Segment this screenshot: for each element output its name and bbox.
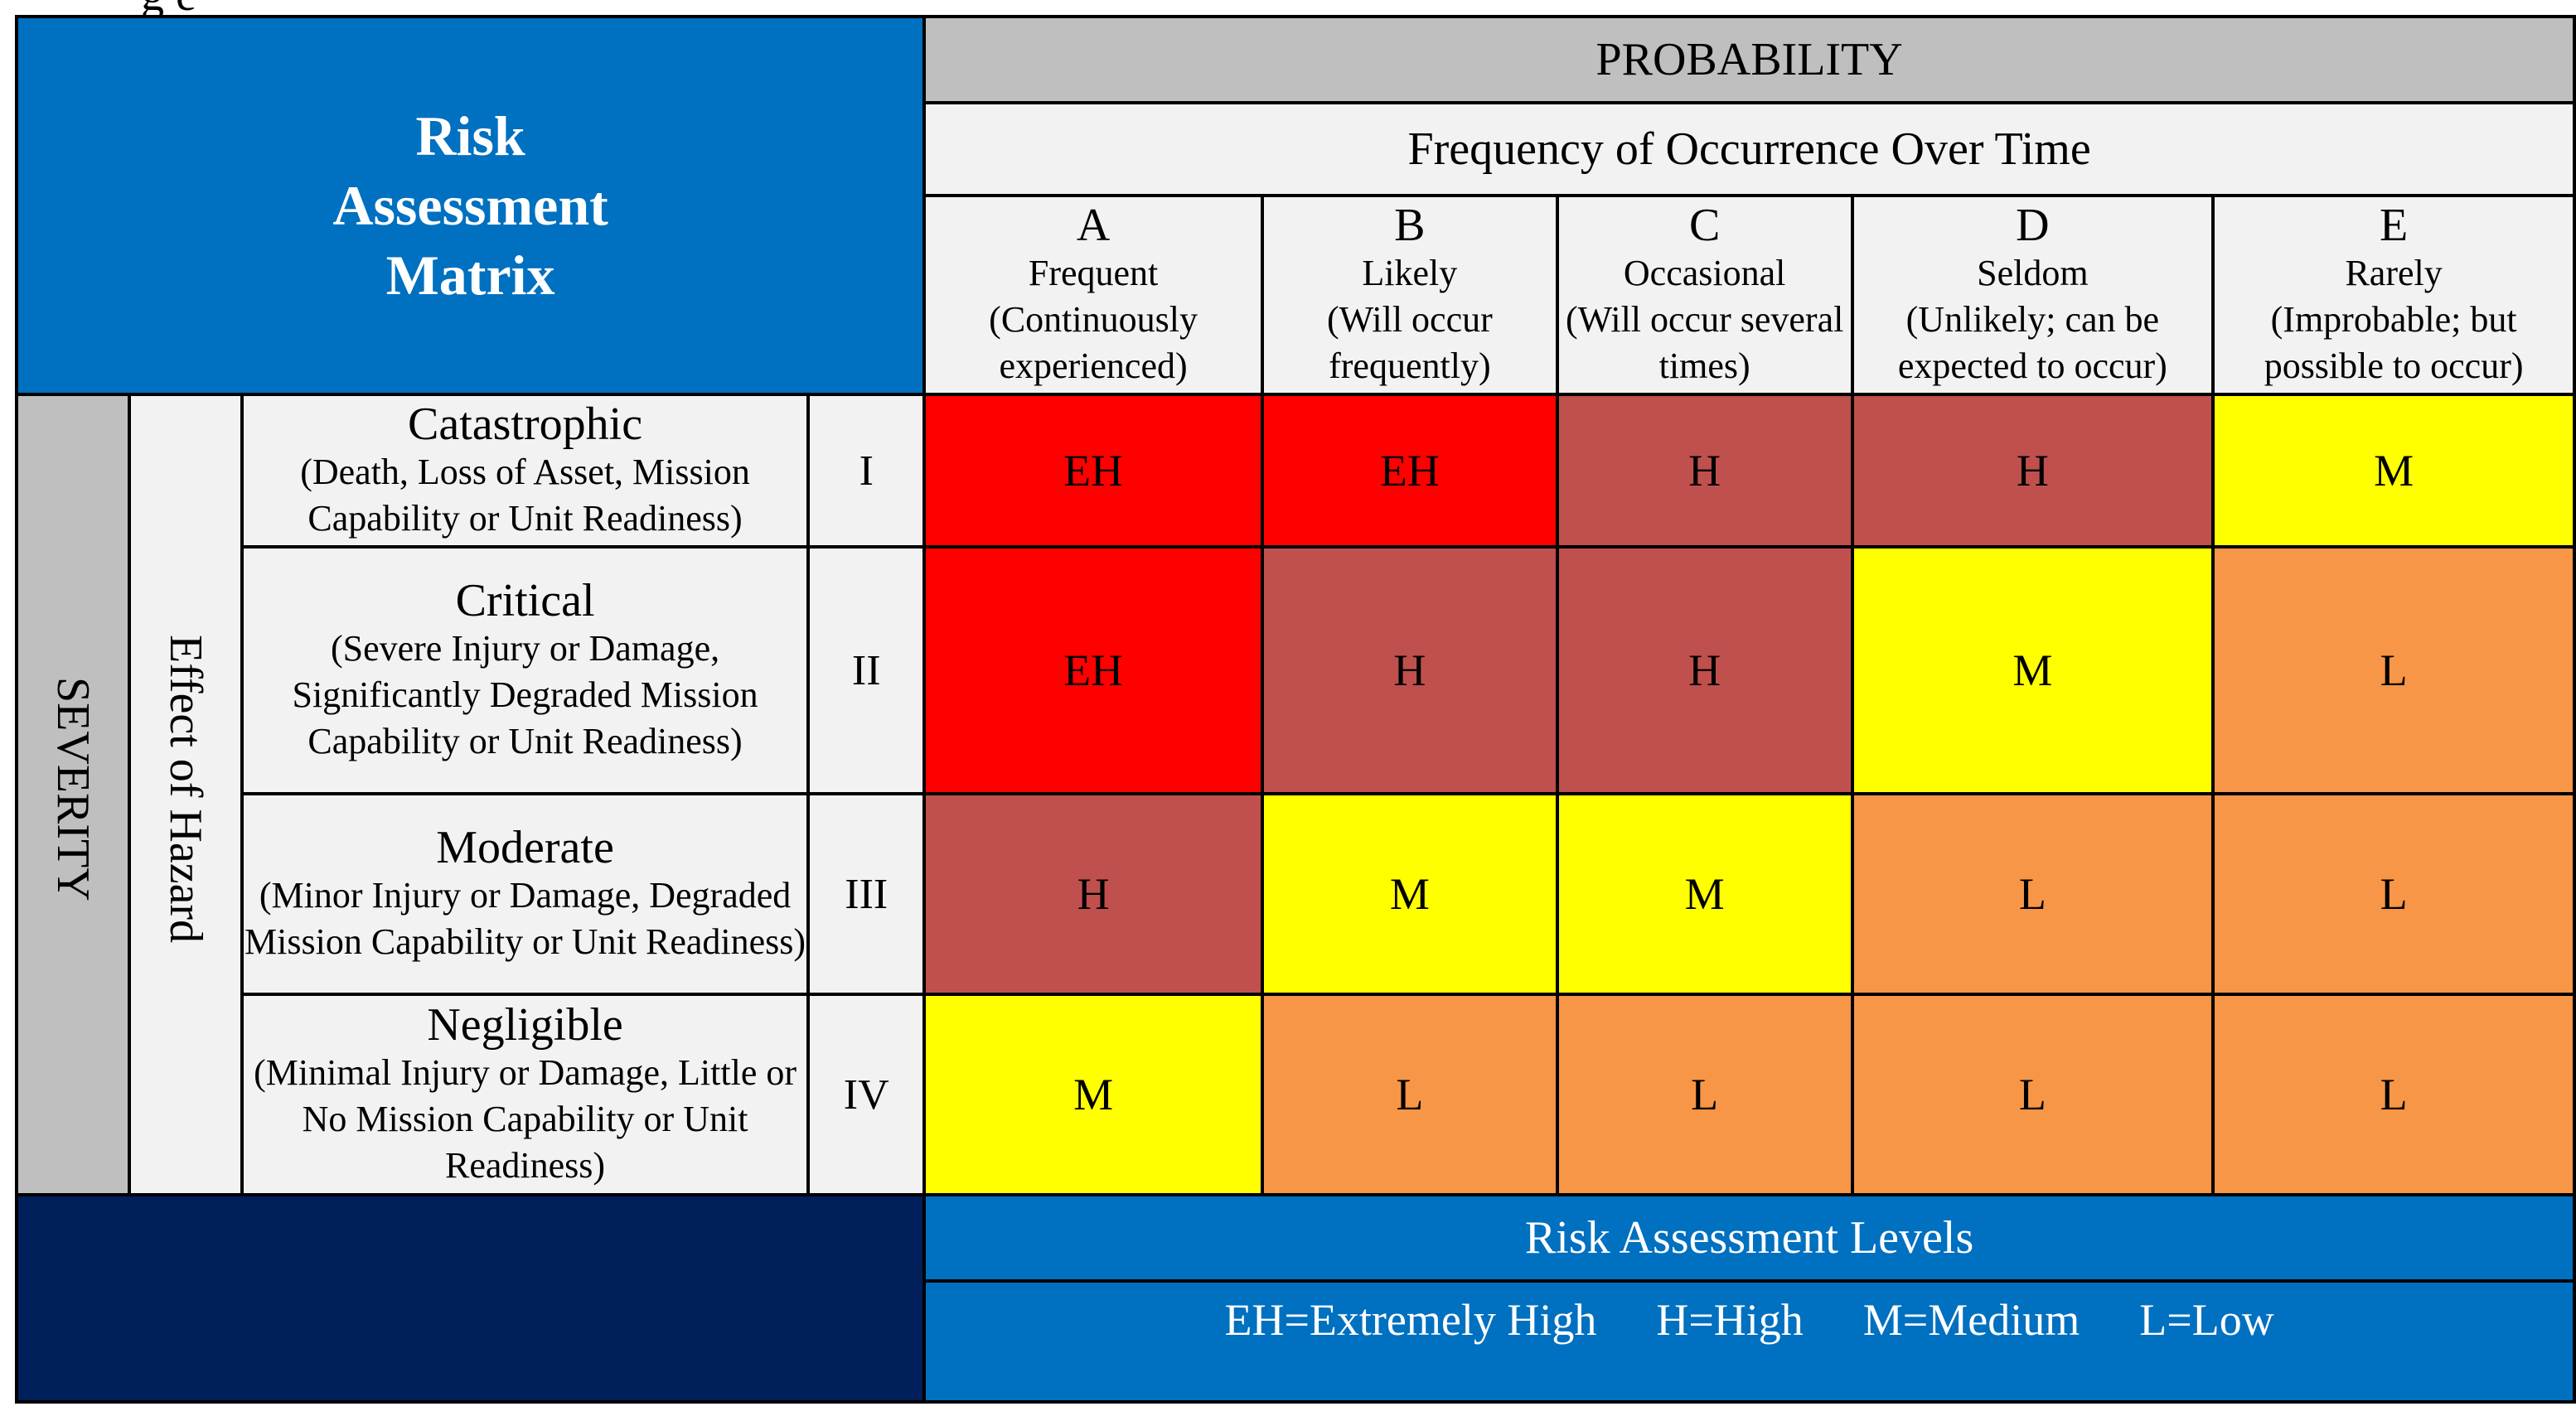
severity-row: Moderate (Minor Injury or Damage, Degrade… [17,792,2576,996]
column-desc: (Will occur frequently) [1326,299,1493,386]
legend-item: L=Low [2139,1295,2274,1345]
severity-label-text: SEVERITY [46,676,99,901]
matrix-title: Risk Assessment Matrix [14,15,927,396]
risk-cell: M [1555,792,1854,996]
risk-cell: L [1260,993,1559,1196]
effect-of-hazard-text: Effect of Hazard [159,634,211,944]
column-letter: E [2379,200,2409,251]
risk-cell: M [1850,545,2215,795]
severity-name: Catastrophic [408,399,643,450]
risk-cell: L [2211,792,2576,996]
column-desc: (Improbable; but possible to occur) [2264,299,2524,386]
severity-description: Critical (Severe Injury or Damage, Signif… [240,545,811,795]
risk-cell: H [922,792,1264,996]
severity-row: Critical (Severe Injury or Damage, Signif… [17,545,2576,795]
legend-title: Risk Assessment Levels [922,1193,2576,1283]
column-desc: (Continuously experienced) [989,299,1198,386]
column-name: Likely [1362,253,1458,293]
column-header-c: C Occasional (Will occur several times) [1555,194,1854,396]
risk-cell: H [1555,393,1854,549]
risk-cell: EH [1260,393,1559,549]
severity-desc: (Severe Injury or Damage, Significantly … [292,628,758,761]
risk-matrix-table: Risk Assessment Matrix PROBABILITY Frequ… [14,15,2576,1404]
column-letter: D [2016,200,2050,251]
severity-row: Negligible (Minimal Injury or Damage, Lit… [17,993,2576,1196]
clipped-heading-text: g e [141,0,196,15]
severity-description: Negligible (Minimal Injury or Damage, Lit… [240,993,811,1196]
severity-row: SEVERITY Effect of Hazard Catastrophic (Dea… [15,393,2576,1196]
risk-cell: H [1850,393,2215,549]
column-header-a: A Frequent (Continuously experienced) [922,194,1264,396]
effect-of-hazard-label: Effect of Hazard [127,393,244,1196]
matrix-title-text: Risk Assessment Matrix [332,104,608,307]
column-desc: (Will occur several times) [1565,299,1844,386]
risk-cell: H [1555,545,1854,795]
risk-cell: EH [922,545,1264,795]
column-header-e: E Rarely (Improbable; but possible to occu… [2211,194,2576,396]
legend-item: H=High [1656,1295,1804,1345]
column-letter: C [1688,200,1721,251]
column-header-d: D Seldom (Unlikely; can be expected to occ… [1850,194,2215,396]
probability-header: PROBABILITY [922,15,2576,104]
risk-cell: L [1850,792,2215,996]
legend-item: EH=Extremely High [1224,1295,1597,1345]
risk-cell: L [2211,993,2576,1196]
severity-desc: (Minimal Injury or Damage, Little or No … [254,1052,797,1186]
severity-desc: (Death, Loss of Asset, Mission Capabilit… [300,452,750,539]
frequency-header: Frequency of Occurrence Over Time [922,101,2576,197]
risk-cell: H [1260,545,1559,795]
severity-name: Moderate [436,822,614,873]
clipped-heading: g e [0,0,2576,15]
column-desc: (Unlikely; can be expected to occur) [1897,299,2167,386]
column-name: Frequent [1028,253,1159,293]
column-name: Rarely [2345,253,2443,293]
risk-cell: M [2211,393,2576,549]
severity-category: IV [806,993,927,1196]
severity-description: Moderate (Minor Injury or Damage, Degrade… [240,792,811,996]
risk-cell: M [1260,792,1559,996]
legend-item: M=Medium [1862,1295,2080,1345]
severity-category: III [806,792,927,996]
risk-cell: L [1850,993,2215,1196]
severity-description: Catastrophic (Death, Loss of Asset, Missi… [240,393,811,549]
column-name: Seldom [1977,253,2089,293]
risk-cell: L [1555,993,1854,1196]
risk-cell: EH [922,393,1264,549]
column-letter: A [1076,200,1111,251]
severity-name: Critical [455,575,595,626]
severity-category: I [806,393,927,549]
column-letter: B [1394,200,1426,251]
risk-cell: M [922,993,1264,1196]
column-header-b: B Likely (Will occur frequently) [1260,194,1559,396]
legend-spacer [14,1193,927,1404]
severity-desc: (Minor Injury or Damage, Degraded Missio… [245,875,806,962]
severity-name: Negligible [427,999,623,1051]
risk-cell: L [2211,545,2576,795]
severity-category: II [806,545,927,795]
column-name: Occasional [1623,253,1786,293]
severity-label: SEVERITY [15,393,131,1196]
legend-items: EH=Extremely High H=High M=Medium L=Low [922,1279,2576,1404]
